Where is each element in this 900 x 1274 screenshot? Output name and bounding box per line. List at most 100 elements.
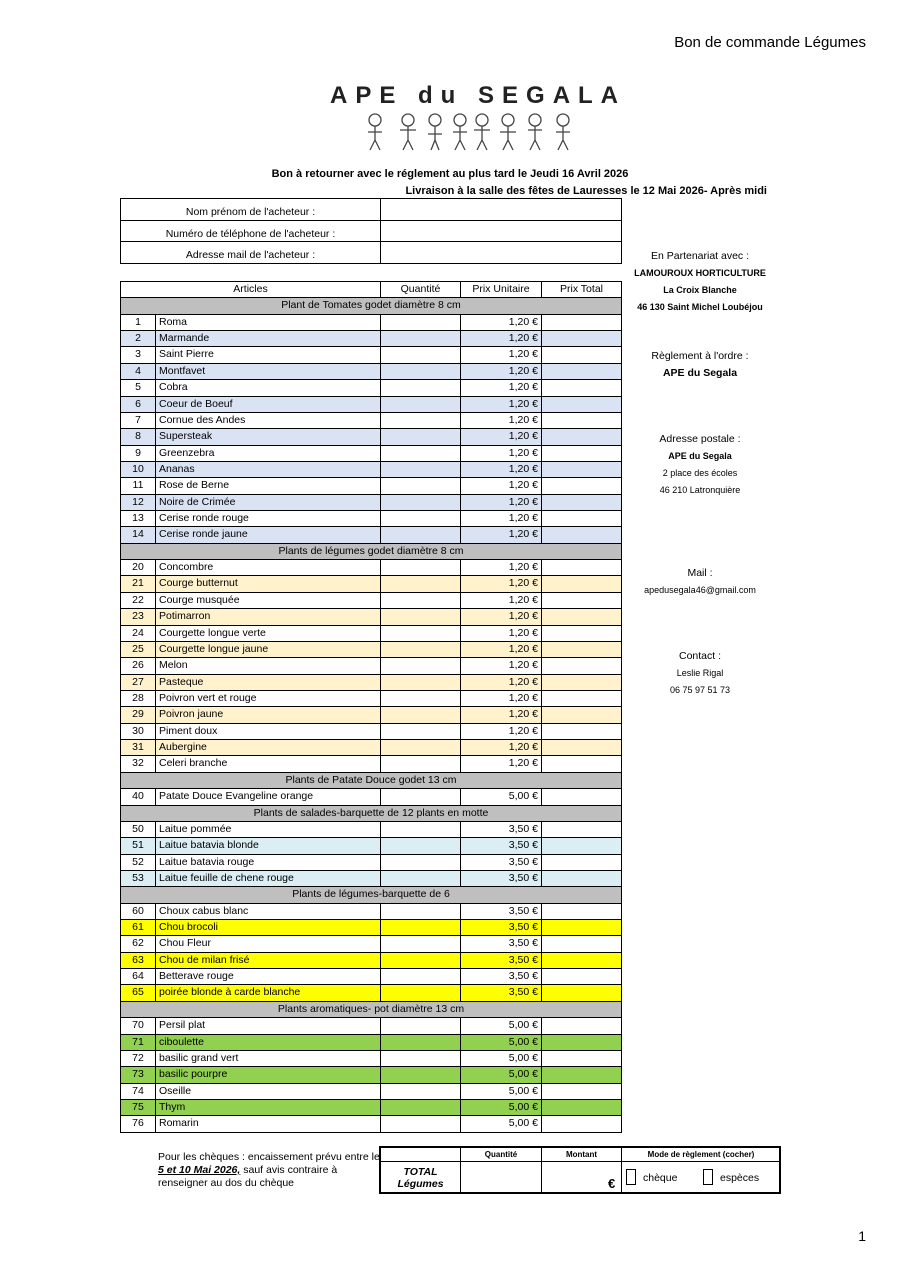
item-number: 3 xyxy=(120,346,156,364)
item-number: 31 xyxy=(120,739,156,757)
item-name: Montfavet xyxy=(155,362,381,381)
sidebar-text: 2 place des écoles xyxy=(662,468,738,478)
item-quantity xyxy=(380,640,461,659)
item-number: 52 xyxy=(120,853,156,871)
item-price: 1,20 € xyxy=(460,395,542,413)
item-number: 2 xyxy=(120,330,156,348)
item-quantity xyxy=(380,575,461,593)
checkbox[interactable] xyxy=(703,1169,713,1185)
item-total xyxy=(541,706,622,724)
item-quantity xyxy=(380,657,461,675)
item-number: 24 xyxy=(120,624,156,642)
item-price: 1,20 € xyxy=(460,493,542,512)
item-number: 72 xyxy=(120,1049,156,1068)
section-title: Plants de légumes godet diamètre 8 cm xyxy=(120,542,622,561)
item-total xyxy=(541,1082,622,1100)
doc-title: Bon de commande Légumes xyxy=(674,34,866,51)
sidebar-text: 46 130 Saint Michel Loubéjou xyxy=(637,302,763,312)
item-price: 3,50 € xyxy=(460,853,542,871)
item-total xyxy=(541,1115,622,1133)
item-total xyxy=(541,902,622,921)
item-total xyxy=(541,673,622,691)
section-title: Plants de salades-barquette de 12 plants… xyxy=(120,804,622,822)
item-name: Laitue pommée xyxy=(155,820,381,839)
item-total xyxy=(541,624,622,642)
item-total xyxy=(541,869,622,888)
item-name: basilic grand vert xyxy=(155,1049,381,1068)
item-total xyxy=(541,968,622,986)
currency: € xyxy=(608,1176,616,1191)
sidebar-text: En Partenariat avec : xyxy=(650,250,750,262)
column-header: Prix Unitaire xyxy=(460,281,542,299)
item-number: 14 xyxy=(120,526,156,544)
item-number: 11 xyxy=(120,477,156,495)
item-quantity xyxy=(380,984,461,1002)
item-price: 1,20 € xyxy=(460,657,542,675)
item-name: Marmande xyxy=(155,330,381,348)
item-price: 1,20 € xyxy=(460,526,542,544)
item-name: Cerise ronde rouge xyxy=(155,510,381,528)
totals-header: Quantité xyxy=(460,1147,542,1162)
item-total xyxy=(541,984,622,1002)
item-quantity xyxy=(380,869,461,888)
item-quantity xyxy=(380,411,461,430)
item-total xyxy=(541,460,622,479)
sidebar-text: 06 75 97 51 73 xyxy=(669,685,731,695)
item-number: 7 xyxy=(120,411,156,430)
item-number: 10 xyxy=(120,460,156,479)
item-total xyxy=(541,820,622,839)
item-price: 5,00 € xyxy=(460,1017,542,1035)
item-price: 1,20 € xyxy=(460,624,542,642)
item-number: 8 xyxy=(120,428,156,446)
item-total xyxy=(541,346,622,364)
item-total xyxy=(541,428,622,446)
item-price: 5,00 € xyxy=(460,1049,542,1068)
item-price: 3,50 € xyxy=(460,984,542,1002)
item-quantity xyxy=(380,330,461,348)
item-name: Greenzebra xyxy=(155,444,381,462)
item-number: 20 xyxy=(120,559,156,577)
item-name: Chou Fleur xyxy=(155,935,381,953)
item-number: 29 xyxy=(120,706,156,724)
item-number: 61 xyxy=(120,919,156,937)
instruction: Bon à retourner avec le réglement au plu… xyxy=(271,168,629,180)
buyer-label: Numéro de téléphone de l'acheteur : xyxy=(120,219,381,242)
item-number: 62 xyxy=(120,935,156,953)
item-quantity xyxy=(380,313,461,332)
item-price: 1,20 € xyxy=(460,575,542,593)
item-quantity xyxy=(380,1017,461,1035)
item-price: 1,20 € xyxy=(460,722,542,741)
logo-text: APE du SEGALA xyxy=(330,82,627,109)
item-total xyxy=(541,362,622,381)
item-price: 5,00 € xyxy=(460,1066,542,1084)
item-total xyxy=(541,690,622,708)
item-price: 1,20 € xyxy=(460,346,542,364)
sidebar-text: 46 210 Latronquière xyxy=(659,485,741,495)
item-number: 22 xyxy=(120,591,156,610)
item-price: 1,20 € xyxy=(460,608,542,626)
item-price: 5,00 € xyxy=(460,1115,542,1133)
item-number: 64 xyxy=(120,968,156,986)
item-price: 1,20 € xyxy=(460,362,542,381)
item-number: 76 xyxy=(120,1115,156,1133)
item-quantity xyxy=(380,1049,461,1068)
item-price: 1,20 € xyxy=(460,591,542,610)
column-header: Quantité xyxy=(380,281,461,299)
column-header: Prix Total xyxy=(541,281,622,299)
item-price: 1,20 € xyxy=(460,313,542,332)
item-name: Thym xyxy=(155,1099,381,1117)
item-quantity xyxy=(380,362,461,381)
item-number: 51 xyxy=(120,837,156,855)
note-text: sauf avis contraire à renseigner au dos … xyxy=(158,1164,338,1189)
item-price: 1,20 € xyxy=(460,640,542,659)
item-total xyxy=(541,379,622,397)
item-quantity xyxy=(380,608,461,626)
buyer-input xyxy=(380,219,622,242)
item-quantity xyxy=(380,902,461,921)
item-number: 4 xyxy=(120,362,156,381)
item-number: 60 xyxy=(120,902,156,921)
item-name: ciboulette xyxy=(155,1033,381,1051)
checkbox[interactable] xyxy=(626,1169,636,1185)
item-name: Cerise ronde jaune xyxy=(155,526,381,544)
total-quantity xyxy=(460,1161,542,1194)
